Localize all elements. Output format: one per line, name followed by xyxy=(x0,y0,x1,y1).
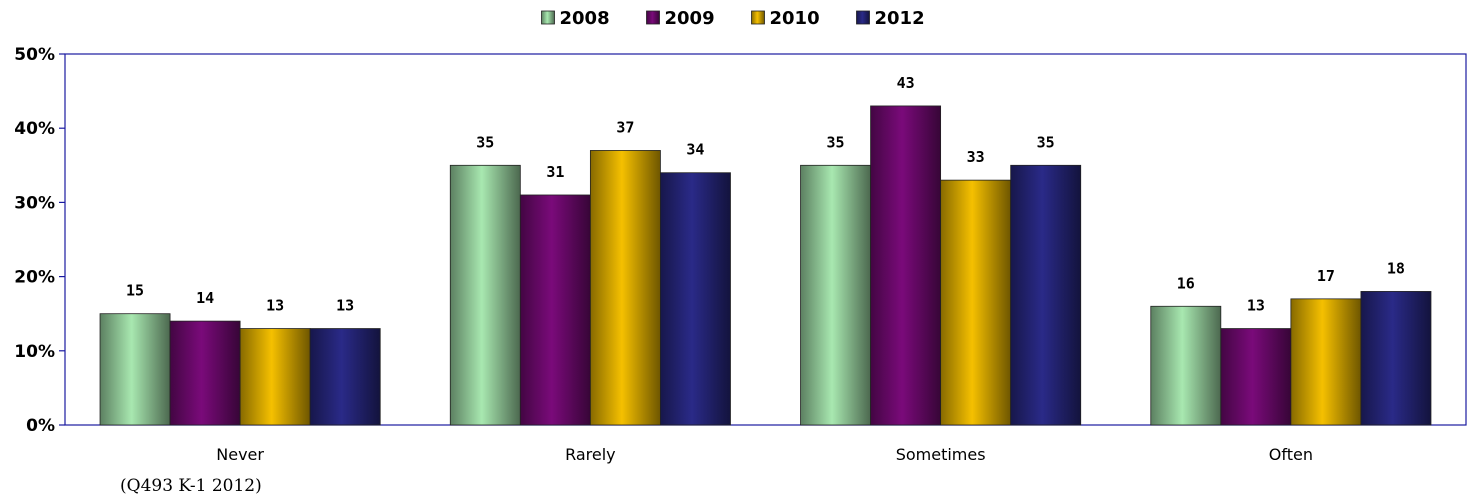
bar-never-2012 xyxy=(309,328,381,426)
x-tick-label: Rarely xyxy=(565,445,616,464)
legend-swatch xyxy=(751,10,765,25)
data-label: 16 xyxy=(1177,274,1195,292)
legend-label: 2010 xyxy=(770,8,820,29)
y-tick-label: 30% xyxy=(14,193,55,213)
bar-often-2010 xyxy=(1290,298,1362,426)
bar-often-2012 xyxy=(1360,291,1432,426)
legend-label: 2009 xyxy=(665,8,715,29)
bar-rarely-2010 xyxy=(589,150,661,426)
data-label: 31 xyxy=(546,163,564,181)
data-label: 37 xyxy=(616,118,634,136)
data-label: 13 xyxy=(336,297,354,315)
data-label: 14 xyxy=(196,289,214,307)
bar-sometimes-2010 xyxy=(940,179,1012,426)
bar-rarely-2009 xyxy=(519,194,591,426)
data-label: 35 xyxy=(476,133,494,151)
legend-label: 2008 xyxy=(560,8,610,29)
y-tick-label: 0% xyxy=(26,416,55,436)
x-tick-label: Often xyxy=(1269,445,1313,464)
data-label: 15 xyxy=(126,282,144,300)
data-labels: 15 14 13 13 35 31 37 34 35 43 33 35 16 13 17 18 xyxy=(126,74,1405,315)
data-label: 33 xyxy=(967,148,985,166)
legend-swatch xyxy=(646,10,660,25)
data-label: 35 xyxy=(827,133,845,151)
legend-label: 2012 xyxy=(875,8,925,29)
bar-often-2009 xyxy=(1220,328,1292,426)
source-note: (Q493 K-1 2012) xyxy=(120,476,262,496)
bar-sometimes-2012 xyxy=(1010,164,1082,426)
y-tick-label: 50% xyxy=(14,45,55,65)
data-label: 43 xyxy=(897,74,915,92)
plot-area xyxy=(64,53,1467,426)
legend-swatch xyxy=(856,10,870,25)
bar-rarely-2008 xyxy=(449,164,521,426)
y-axis: 0% 10% 20% 30% 40% 50% xyxy=(14,45,65,436)
data-label: 35 xyxy=(1037,133,1055,151)
bar-never-2008 xyxy=(99,313,171,426)
x-axis: Never Rarely Sometimes Often xyxy=(216,445,1313,464)
y-tick-label: 40% xyxy=(14,119,55,139)
bar-sometimes-2008 xyxy=(800,164,871,426)
data-label: 17 xyxy=(1317,267,1335,285)
legend-swatch xyxy=(541,10,555,25)
y-tick-label: 10% xyxy=(14,342,55,362)
bar-chart: 2008 2009 2010 2012 0%10%20%30%40%50% 15 14 1… xyxy=(14,8,1467,464)
legend: 2008 2009 2010 2012 xyxy=(541,8,925,29)
bar-rarely-2012 xyxy=(660,172,731,426)
bar-often-2008 xyxy=(1150,305,1222,426)
bar-never-2010 xyxy=(239,328,311,426)
data-label: 34 xyxy=(686,141,704,159)
bars xyxy=(99,105,1432,426)
bar-never-2009 xyxy=(169,320,241,426)
bar-sometimes-2009 xyxy=(870,105,942,426)
data-label: 13 xyxy=(266,297,284,315)
data-label: 13 xyxy=(1247,297,1265,315)
data-label: 18 xyxy=(1387,259,1405,277)
y-tick-label: 20% xyxy=(14,268,55,288)
x-tick-label: Never xyxy=(216,445,264,464)
x-tick-label: Sometimes xyxy=(896,445,986,464)
